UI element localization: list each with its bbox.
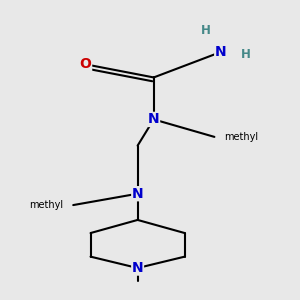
Text: N: N [148,112,160,126]
Text: O: O [80,57,92,71]
Text: methyl: methyl [224,132,258,142]
Text: H: H [201,24,211,37]
Text: N: N [132,187,143,201]
Text: N: N [132,261,143,275]
Text: H: H [240,48,250,61]
Text: methyl: methyl [29,200,63,210]
Text: N: N [215,45,226,59]
